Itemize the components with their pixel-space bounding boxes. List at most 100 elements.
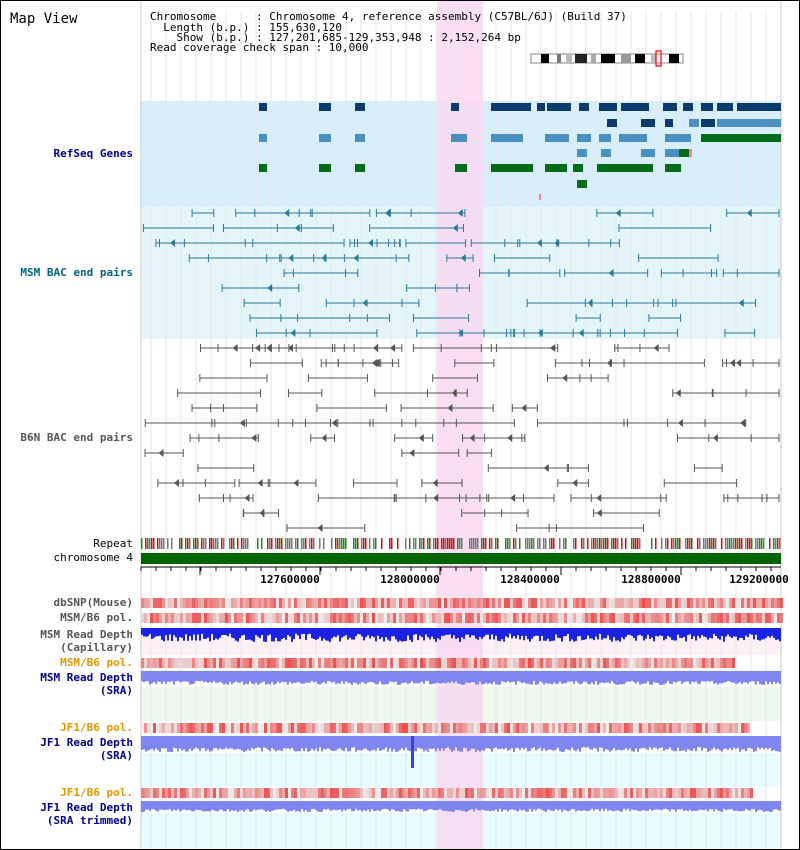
jf1-sra-depth-bar bbox=[327, 736, 329, 749]
repeat-feature bbox=[343, 538, 345, 549]
msm-capillary-depth-bar bbox=[519, 628, 521, 640]
msm-b6-pol-sra-heat-cell bbox=[534, 658, 537, 668]
jf1-trim-depth-bar bbox=[669, 801, 671, 812]
msm-b6-pol-heat-cell bbox=[576, 613, 579, 623]
jf1-b6-pol-heat-cell bbox=[489, 723, 492, 733]
dbsnp-heat-cell bbox=[339, 598, 342, 608]
jf1-b6-pol-trim-heat-cell bbox=[303, 788, 306, 798]
msm-b6-pol-heat-cell bbox=[768, 613, 771, 623]
msm-sra-depth-bar bbox=[223, 671, 225, 685]
jf1-trim-depth-bar bbox=[357, 801, 359, 811]
msm-read-depth-sra-label[interactable]: MSM Read Depth bbox=[40, 671, 133, 684]
b6n-bac-pair-arrow bbox=[596, 509, 602, 517]
jf1-sra-depth-bar bbox=[729, 736, 731, 749]
jf1-b6-pol-heat-cell bbox=[231, 723, 234, 733]
msm-capillary-depth-bar bbox=[729, 628, 731, 637]
jf1-trim-depth-bar bbox=[687, 801, 689, 812]
jf1-read-depth-sra-label[interactable]: JF1 Read Depth bbox=[40, 736, 133, 749]
msm-capillary-depth-bar bbox=[283, 628, 285, 638]
jf1-sra-depth-bar bbox=[457, 736, 459, 751]
msm-b6-pol-sra-heat-cell bbox=[573, 658, 576, 668]
jf1-sra-depth-bar bbox=[641, 736, 643, 749]
jf1-b6-pol-trim-heat-cell bbox=[234, 788, 237, 798]
msm-sra-depth-bar bbox=[527, 671, 529, 684]
jf1-b6-pol-label[interactable]: JF1/B6 pol. bbox=[60, 721, 133, 734]
dbsnp-heat-cell bbox=[552, 598, 555, 608]
jf1-read-depth-trimmed-label[interactable]: JF1 Read Depth bbox=[40, 801, 133, 814]
msm-capillary-depth-bar bbox=[179, 628, 181, 638]
msm-sra-depth-bar bbox=[353, 671, 355, 683]
msm-capillary-depth-bar bbox=[507, 628, 509, 638]
msm-b6-pol-sra-heat-cell bbox=[474, 658, 477, 668]
jf1-trim-depth-bar bbox=[423, 801, 425, 812]
jf1-b6-pol-heat-cell bbox=[423, 723, 426, 733]
msm-capillary-depth-bar bbox=[431, 628, 433, 637]
msm-b6-pol-heat-cell bbox=[216, 613, 219, 623]
dbsnp-heat-cell bbox=[366, 598, 369, 608]
jf1-sra-depth-bar bbox=[271, 736, 273, 748]
jf1-b6-pol-heat-cell bbox=[441, 723, 444, 733]
msm-capillary-depth-bar bbox=[433, 628, 435, 640]
jf1-b6-pol-heat-cell bbox=[528, 723, 531, 733]
dbsnp-label[interactable]: dbSNP(Mouse) bbox=[53, 596, 133, 609]
jf1-b6-pol-heat-cell bbox=[345, 723, 348, 733]
repeat-feature bbox=[679, 538, 681, 549]
ideogram-position-marker bbox=[655, 50, 662, 67]
b6n-bac-end-pairs-label[interactable]: B6N BAC end pairs bbox=[20, 431, 133, 444]
msm-capillary-depth-bar bbox=[465, 628, 467, 635]
msm-sra-depth-bar bbox=[635, 671, 637, 684]
jf1-b6-pol-trim-heat-cell bbox=[312, 788, 315, 798]
msm-capillary-depth-bar bbox=[183, 628, 185, 641]
jf1-sra-depth-bar bbox=[765, 736, 767, 749]
msm-b6-pol-heat-cell bbox=[537, 613, 540, 623]
msm-capillary-depth-bar bbox=[737, 628, 739, 641]
msm-b6-pol-label[interactable]: MSM/B6 pol. bbox=[60, 611, 133, 624]
msm-b6-pol-heat-cell bbox=[390, 613, 393, 623]
msm-sra-depth-bar bbox=[715, 671, 717, 684]
gene-feature bbox=[607, 119, 617, 127]
msm-capillary-depth-bar bbox=[663, 628, 665, 641]
jf1-b6-pol-heat-cell bbox=[657, 723, 660, 733]
msm-capillary-depth-bar bbox=[247, 628, 249, 640]
msm-sra-depth-bar bbox=[313, 671, 315, 683]
jf1-sra-depth-bar bbox=[503, 736, 505, 750]
jf1-b6-pol-trim-heat-cell bbox=[300, 788, 303, 798]
msm-b6-pol-heat-cell bbox=[327, 613, 330, 623]
msm-b6-pol-sra-label[interactable]: MSM/B6 pol. bbox=[60, 656, 133, 669]
jf1-sra-depth-bar bbox=[357, 736, 359, 751]
jf1-b6-pol-heat-cell bbox=[486, 723, 489, 733]
jf1-b6-pol-heat-cell bbox=[711, 723, 714, 733]
jf1-sra-depth-bar bbox=[543, 736, 545, 749]
repeat-feature bbox=[601, 538, 603, 549]
msm-bac-end-pairs-label[interactable]: MSM BAC end pairs bbox=[20, 266, 133, 279]
jf1-trim-depth-bar bbox=[283, 801, 285, 809]
jf1-b6-pol-heat-cell bbox=[213, 723, 216, 733]
msm-sra-depth-bar bbox=[537, 671, 539, 685]
jf1-sra-depth-bar bbox=[197, 736, 199, 749]
jf1-trim-depth-bar bbox=[277, 801, 279, 810]
msm-b6-pol-heat-cell bbox=[258, 613, 261, 623]
b6n-bac-pair-arrow bbox=[409, 449, 415, 457]
refseq-genes-label[interactable]: RefSeq Genes bbox=[53, 147, 133, 160]
dbsnp-heat-cell bbox=[609, 598, 612, 608]
msm-b6-pol-sra-heat-cell bbox=[549, 658, 552, 668]
jf1-sra-depth-bar bbox=[425, 736, 427, 750]
chromosome-info: Chromosome : Chromosome 4, reference ass… bbox=[150, 10, 627, 23]
axis-tick-label: 127600000 bbox=[260, 573, 320, 586]
dbsnp-heat-cell bbox=[501, 598, 504, 608]
jf1-b6-pol-heat-cell bbox=[198, 723, 201, 733]
jf1-sra-depth-bar bbox=[227, 736, 229, 749]
jf1-trim-depth-bar bbox=[633, 801, 635, 811]
jf1-sra-depth-bar bbox=[373, 736, 375, 750]
msm-capillary-depth-bar bbox=[373, 628, 375, 638]
jf1-sra-depth-bar bbox=[277, 736, 279, 751]
jf1-b6-pol-heat-cell bbox=[366, 723, 369, 733]
jf1-trim-depth-bar bbox=[159, 801, 161, 810]
msm-b6-pol-sra-heat-cell bbox=[363, 658, 366, 668]
repeat-feature bbox=[469, 538, 471, 549]
msm-read-depth-capillary-label[interactable]: MSM Read Depth bbox=[40, 628, 133, 641]
dbsnp-heat-cell bbox=[516, 598, 519, 608]
jf1-b6-pol-trimmed-label[interactable]: JF1/B6 pol. bbox=[60, 786, 133, 799]
jf1-sra-depth-bar bbox=[431, 736, 433, 749]
